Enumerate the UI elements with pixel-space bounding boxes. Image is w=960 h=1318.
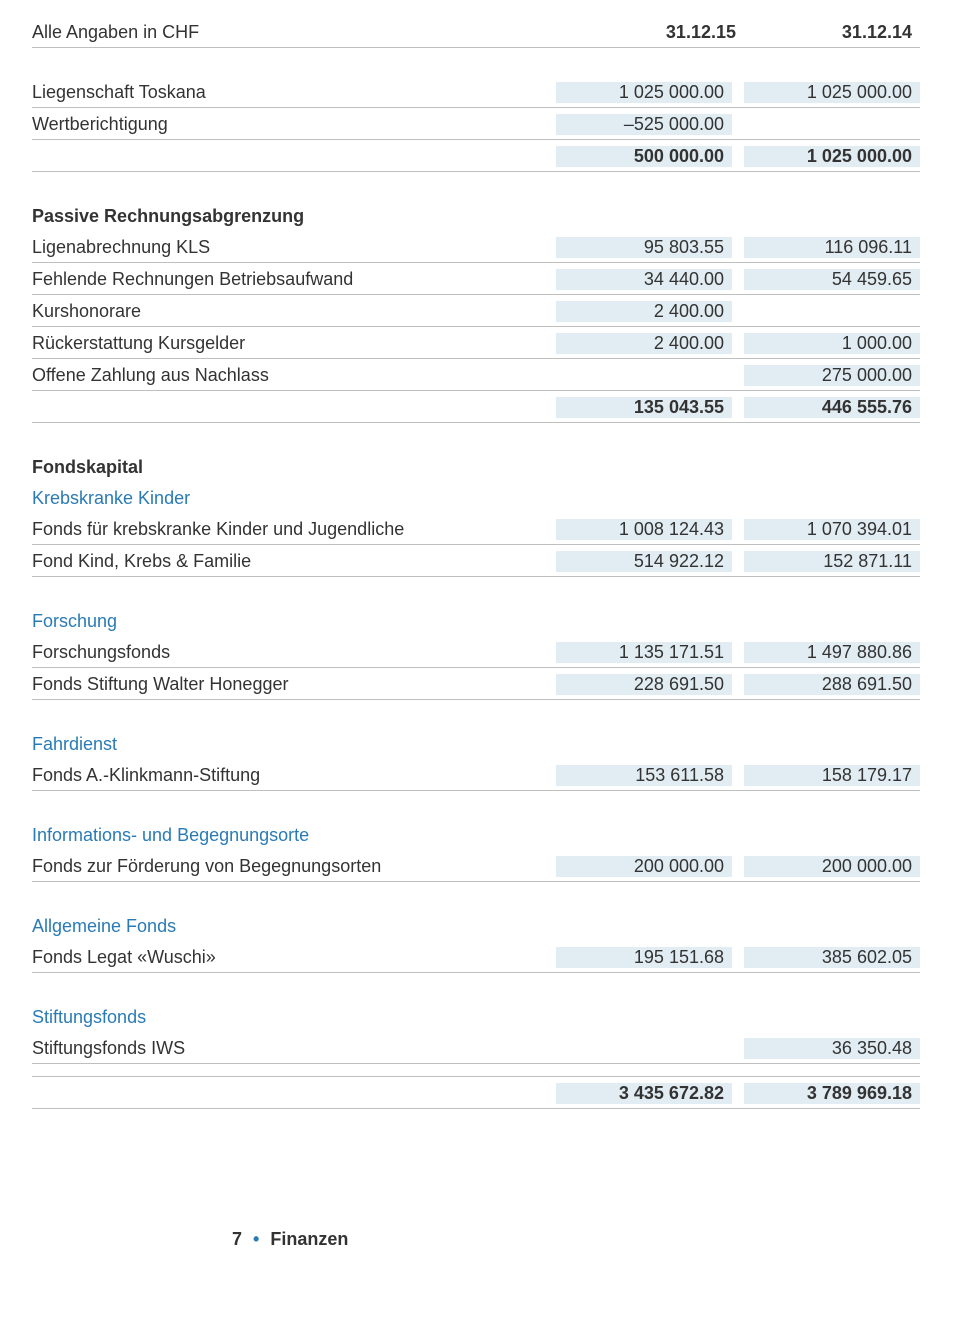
cell-c1: 153 611.58 bbox=[556, 765, 732, 786]
row-label: Ligenabrechnung KLS bbox=[32, 237, 556, 258]
subsection-title: Allgemeine Fonds bbox=[32, 910, 920, 941]
bullet-icon: • bbox=[247, 1229, 265, 1249]
cell-c2: 1 070 394.01 bbox=[744, 519, 920, 540]
cell-c1: 195 151.68 bbox=[556, 947, 732, 968]
table-row: Offene Zahlung aus Nachlass 275 000.00 bbox=[32, 359, 920, 391]
grand-total-row: 3 435 672.82 3 789 969.18 bbox=[32, 1076, 920, 1109]
cell-c2: 36 350.48 bbox=[744, 1038, 920, 1059]
cell-c2: 152 871.11 bbox=[744, 551, 920, 572]
column-header-1: 31.12.15 bbox=[568, 22, 744, 43]
cell-c2: 116 096.11 bbox=[744, 237, 920, 258]
cell-c1: 34 440.00 bbox=[556, 269, 732, 290]
row-label: Liegenschaft Toskana bbox=[32, 82, 556, 103]
row-label: Forschungsfonds bbox=[32, 642, 556, 663]
subsection-title: Stiftungsfonds bbox=[32, 1001, 920, 1032]
page-footer: 7 • Finanzen bbox=[32, 1229, 920, 1250]
subtotal-row: 135 043.55 446 555.76 bbox=[32, 391, 920, 423]
cell-c2: 288 691.50 bbox=[744, 674, 920, 695]
table-row: Stiftungsfonds IWS 36 350.48 bbox=[32, 1032, 920, 1064]
subsection-title: Fahrdienst bbox=[32, 728, 920, 759]
cell-c2: 446 555.76 bbox=[744, 397, 920, 418]
row-label: Fond Kind, Krebs & Familie bbox=[32, 551, 556, 572]
subtotal-row: 500 000.00 1 025 000.00 bbox=[32, 140, 920, 172]
row-label: Fonds Legat «Wuschi» bbox=[32, 947, 556, 968]
cell-c1: 3 435 672.82 bbox=[556, 1083, 732, 1104]
cell-c1: 1 025 000.00 bbox=[556, 82, 732, 103]
cell-c2: 275 000.00 bbox=[744, 365, 920, 386]
row-label: Fonds zur Förderung von Begegnungsorten bbox=[32, 856, 556, 877]
cell-c1: 95 803.55 bbox=[556, 237, 732, 258]
table-row: Wertberichtigung –525 000.00 bbox=[32, 108, 920, 140]
cell-c2: 1 000.00 bbox=[744, 333, 920, 354]
cell-c2: 54 459.65 bbox=[744, 269, 920, 290]
table-row: Fehlende Rechnungen Betriebsaufwand 34 4… bbox=[32, 263, 920, 295]
row-label: Fonds für krebskranke Kinder und Jugendl… bbox=[32, 519, 556, 540]
subsection-title: Informations- und Begegnungsorte bbox=[32, 819, 920, 850]
table-row: Liegenschaft Toskana 1 025 000.00 1 025 … bbox=[32, 76, 920, 108]
row-label: Offene Zahlung aus Nachlass bbox=[32, 365, 556, 386]
cell-c2: 1 025 000.00 bbox=[744, 82, 920, 103]
cell-c1: –525 000.00 bbox=[556, 114, 732, 135]
row-label: Wertberichtigung bbox=[32, 114, 556, 135]
cell-c1: 514 922.12 bbox=[556, 551, 732, 572]
table-row: Forschungsfonds 1 135 171.51 1 497 880.8… bbox=[32, 636, 920, 668]
cell-c2: 385 602.05 bbox=[744, 947, 920, 968]
table-row: Fonds Stiftung Walter Honegger 228 691.5… bbox=[32, 668, 920, 700]
table-row: Kurshonorare 2 400.00 bbox=[32, 295, 920, 327]
cell-c1: 228 691.50 bbox=[556, 674, 732, 695]
table-header-row: Alle Angaben in CHF 31.12.15 31.12.14 bbox=[32, 16, 920, 48]
column-header-2: 31.12.14 bbox=[744, 22, 920, 43]
page-number: 7 bbox=[232, 1229, 242, 1249]
table-row: Ligenabrechnung KLS 95 803.55 116 096.11 bbox=[32, 231, 920, 263]
row-label: Kurshonorare bbox=[32, 301, 556, 322]
row-label: Fehlende Rechnungen Betriebsaufwand bbox=[32, 269, 556, 290]
row-label: Stiftungsfonds IWS bbox=[32, 1038, 556, 1059]
row-label: Fonds A.-Klinkmann-Stiftung bbox=[32, 765, 556, 786]
cell-c2: 200 000.00 bbox=[744, 856, 920, 877]
cell-c1: 200 000.00 bbox=[556, 856, 732, 877]
row-label: Fonds Stiftung Walter Honegger bbox=[32, 674, 556, 695]
financial-table-page: Alle Angaben in CHF 31.12.15 31.12.14 Li… bbox=[0, 0, 960, 1290]
currency-note: Alle Angaben in CHF bbox=[32, 22, 568, 43]
table-row: Fonds für krebskranke Kinder und Jugendl… bbox=[32, 513, 920, 545]
table-row: Fonds zur Förderung von Begegnungsorten … bbox=[32, 850, 920, 882]
cell-c1: 1 008 124.43 bbox=[556, 519, 732, 540]
cell-c1: 135 043.55 bbox=[556, 397, 732, 418]
footer-section: Finanzen bbox=[270, 1229, 348, 1249]
cell-c1: 1 135 171.51 bbox=[556, 642, 732, 663]
subsection-title: Forschung bbox=[32, 605, 920, 636]
cell-c1: 2 400.00 bbox=[556, 333, 732, 354]
cell-c2: 1 025 000.00 bbox=[744, 146, 920, 167]
table-row: Rückerstattung Kursgelder 2 400.00 1 000… bbox=[32, 327, 920, 359]
section-title-fondskapital: Fondskapital bbox=[32, 451, 920, 482]
table-row: Fonds Legat «Wuschi» 195 151.68 385 602.… bbox=[32, 941, 920, 973]
section-title-passive: Passive Rechnungsabgrenzung bbox=[32, 200, 920, 231]
table-row: Fonds A.-Klinkmann-Stiftung 153 611.58 1… bbox=[32, 759, 920, 791]
subsection-title: Krebskranke Kinder bbox=[32, 482, 920, 513]
table-row: Fond Kind, Krebs & Familie 514 922.12 15… bbox=[32, 545, 920, 577]
cell-c2: 3 789 969.18 bbox=[744, 1083, 920, 1104]
cell-c2: 158 179.17 bbox=[744, 765, 920, 786]
cell-c1: 2 400.00 bbox=[556, 301, 732, 322]
cell-c1: 500 000.00 bbox=[556, 146, 732, 167]
row-label: Rückerstattung Kursgelder bbox=[32, 333, 556, 354]
cell-c2: 1 497 880.86 bbox=[744, 642, 920, 663]
